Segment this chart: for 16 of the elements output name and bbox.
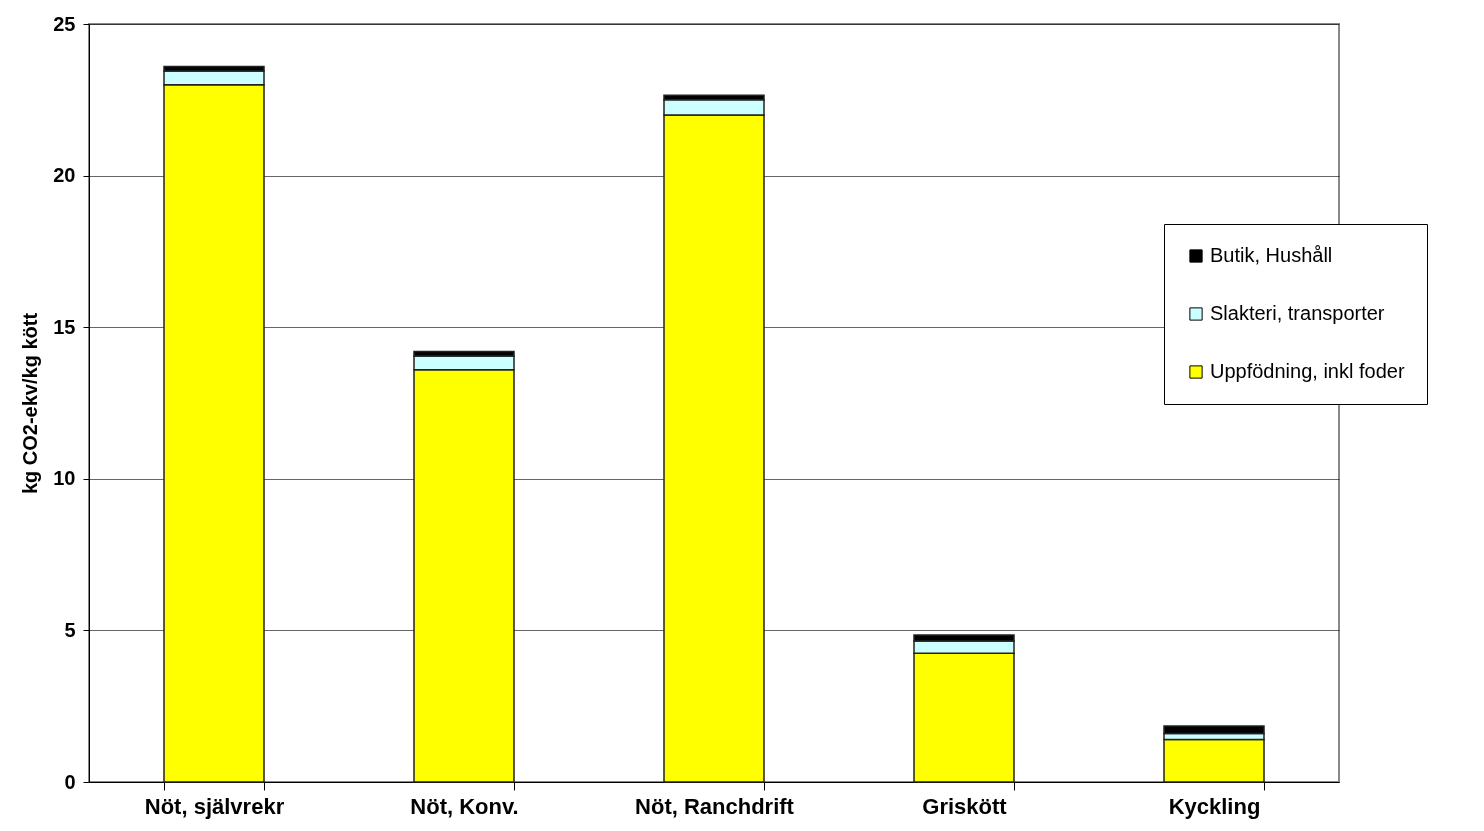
y-tick-label: 0 — [64, 770, 76, 793]
legend-label: Butik, Hushåll — [1210, 244, 1333, 266]
x-tick-label: Nöt, självrekr — [144, 793, 285, 819]
x-tick-label: Griskött — [922, 793, 1008, 819]
x-tick-label: Kyckling — [1168, 793, 1261, 819]
y-tick-label: 25 — [53, 12, 76, 35]
y-tick-label: 15 — [53, 315, 76, 338]
legend-label: Slakteri, transporter — [1210, 302, 1385, 324]
y-tick-label: 5 — [64, 618, 76, 641]
x-tick-label: Nöt, Ranchdrift — [635, 793, 795, 819]
legend-label: Uppfödning, inkl foder — [1210, 360, 1405, 382]
bar — [1163, 738, 1265, 783]
x-tick-label: Nöt, Konv. — [410, 793, 519, 819]
y-tick-label: 20 — [53, 164, 76, 187]
y-axis-title: kg CO2-ekv/kg kött — [19, 312, 42, 495]
y-tick-label: 10 — [53, 467, 76, 490]
